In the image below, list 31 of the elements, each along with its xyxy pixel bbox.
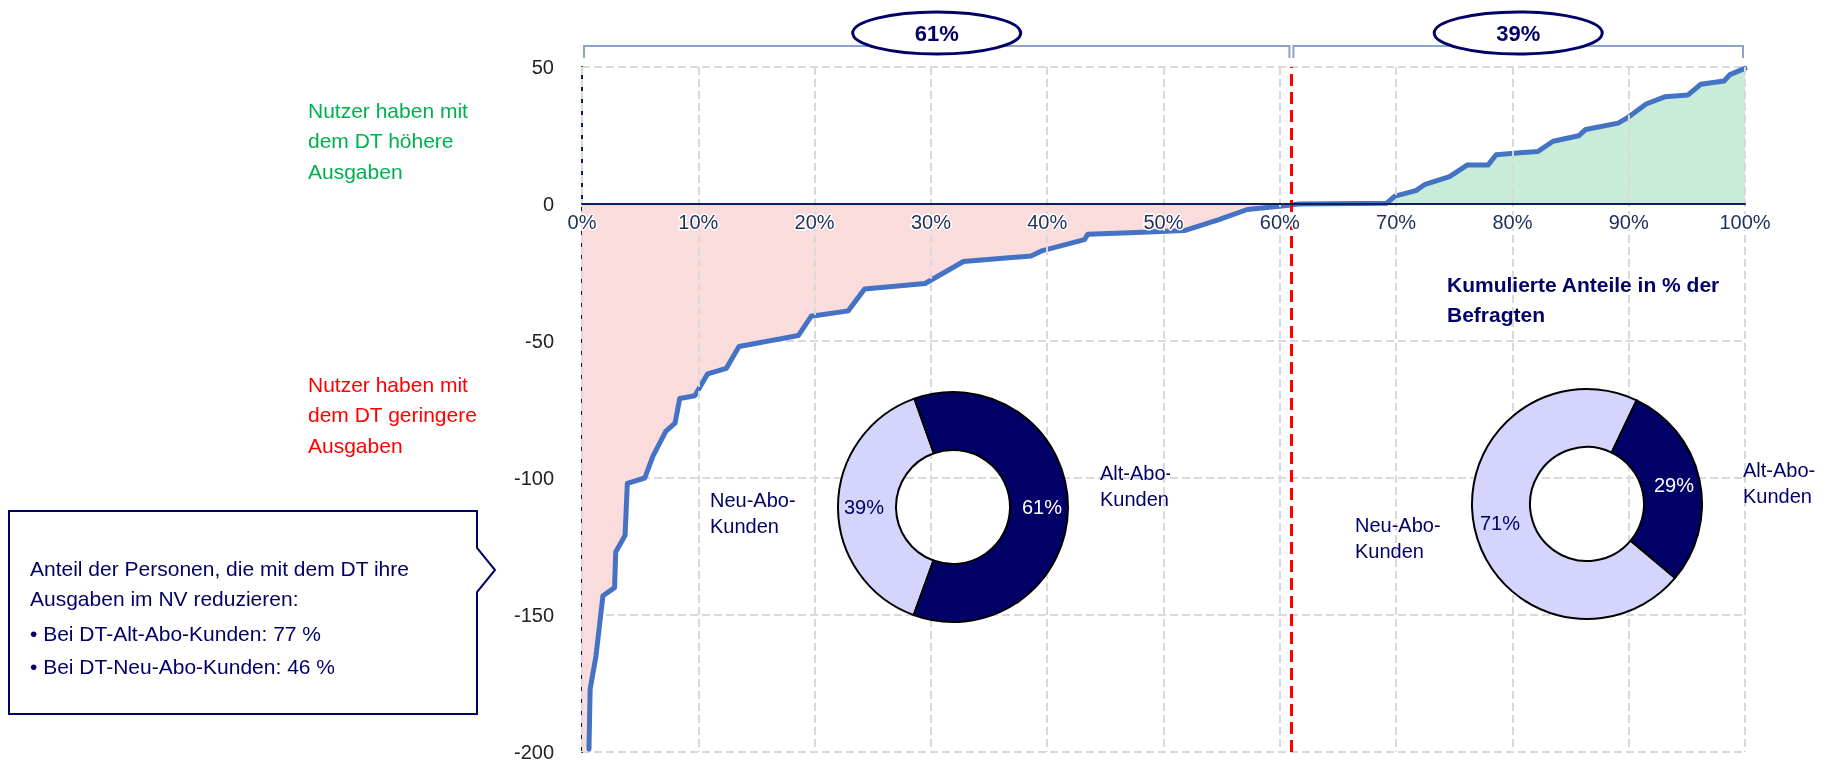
slice-label: Neu-Abo-Kunden: [1355, 514, 1441, 562]
x-tick-label: 30%: [910, 210, 952, 233]
data-label: 29%: [1653, 474, 1695, 497]
x-tick-label: 70%: [1376, 210, 1417, 233]
y-tick-label: -200: [513, 741, 554, 762]
slice-label: Alt-Abo-Kunden: [1743, 459, 1816, 507]
x-tick-label: 0%: [567, 210, 597, 233]
text: 39%: [1496, 21, 1541, 46]
text: 61%: [914, 21, 959, 46]
y-tick-label: 50: [531, 56, 554, 78]
y-tick-label: -150: [513, 604, 554, 626]
text: Anteil der Personen, die mit dem DT ihre Ausgaben im NV reduzieren:: [30, 556, 410, 613]
x-tick-label: 90%: [1608, 210, 1649, 233]
text: Nutzer haben mit dem DT geringere Ausgaben: [308, 372, 478, 459]
text: Nutzer haben mit dem DT höhere Ausgaben: [308, 98, 469, 185]
data-label: 39%: [843, 495, 885, 518]
y-tick-label: -50: [525, 330, 554, 352]
data-label: 61%: [1021, 496, 1063, 519]
x-tick-label: 50%: [1143, 210, 1184, 233]
text: • Bei DT-Neu-Abo-Kunden: 46 %: [30, 654, 336, 680]
text: • Bei DT-Alt-Abo-Kunden: 77 %: [30, 621, 322, 647]
x-tick-label: 100%: [1719, 210, 1771, 233]
x-tick-label: 40%: [1027, 210, 1068, 233]
y-tick-label: -100: [513, 467, 554, 489]
x-tick-label: 10%: [678, 210, 719, 233]
x-axis-title: Kumulierte Anteile in % der Befragten: [1447, 272, 1721, 329]
data-label: 71%: [1479, 511, 1521, 534]
x-tick-label: 80%: [1492, 210, 1533, 233]
y-tick-label: 0: [542, 193, 554, 215]
slice-label: Neu-Abo-Kunden: [710, 489, 796, 537]
x-tick-label: 20%: [794, 210, 835, 233]
